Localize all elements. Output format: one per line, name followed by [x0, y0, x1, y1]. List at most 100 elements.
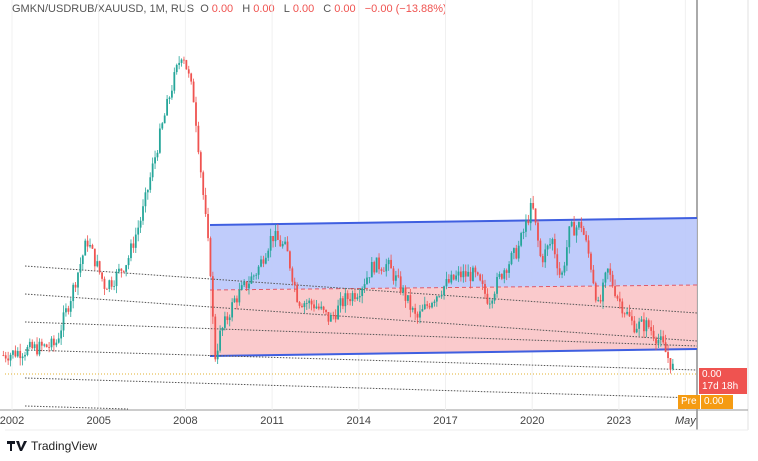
candle-body: [178, 62, 181, 65]
trend-dotted-line: [24, 405, 129, 410]
candle-body: [127, 258, 130, 266]
candle-body: [89, 245, 91, 247]
trend-dotted-line: [24, 321, 698, 347]
candle-body: [633, 320, 636, 333]
low-value: 0.00: [292, 3, 315, 15]
candle-body: [38, 341, 41, 355]
candle-body: [281, 243, 284, 247]
candle-body: [45, 344, 48, 348]
candle-body: [358, 296, 361, 298]
candle-body: [197, 125, 200, 153]
candle-body: [537, 222, 539, 241]
candle-body: [289, 251, 291, 269]
candle-body: [592, 269, 595, 284]
candle-body: [118, 268, 120, 272]
candle-body: [421, 309, 424, 312]
candle-body: [496, 276, 498, 294]
candle-body: [664, 342, 667, 353]
candle-body: [216, 350, 219, 360]
candle-body: [199, 152, 202, 173]
candle-body: [274, 231, 277, 242]
candle-body: [310, 300, 313, 305]
candle-body: [334, 315, 337, 320]
candle-body: [33, 344, 36, 349]
candle-body: [204, 194, 207, 214]
candle-body: [125, 265, 128, 272]
candle-body: [60, 330, 63, 339]
candle-body: [366, 277, 368, 285]
candle-body: [438, 296, 441, 298]
candle-body: [426, 304, 429, 306]
candle-body: [24, 354, 26, 357]
candle-body: [351, 293, 354, 302]
candle-body: [407, 295, 409, 301]
candle-body: [28, 341, 31, 348]
candle-body: [243, 281, 246, 286]
candle-body: [130, 243, 132, 259]
candle-body: [173, 72, 176, 91]
candle-body: [447, 279, 450, 283]
candle-body: [500, 274, 503, 279]
candle-body: [563, 265, 566, 273]
candle-body: [151, 163, 154, 178]
candle-body: [411, 307, 414, 310]
candle-body: [667, 352, 669, 359]
candle-body: [380, 269, 383, 271]
candle-body: [36, 344, 38, 355]
candle-body: [105, 288, 108, 290]
candle-body: [7, 358, 10, 361]
candle-body: [342, 298, 344, 307]
candle-body: [77, 272, 79, 288]
candle-body: [180, 59, 183, 63]
candle-body: [296, 284, 299, 303]
candle-body: [652, 330, 655, 339]
candle-body: [175, 64, 178, 73]
candle-body: [626, 311, 628, 314]
change-value: −0.00 (−13.88%): [364, 3, 447, 15]
candle-body: [585, 234, 588, 241]
last-price-tag: 0.00 17d 18h: [699, 368, 747, 394]
candle-body: [267, 250, 270, 258]
candle-body: [233, 298, 236, 303]
candle-body: [86, 240, 89, 247]
time-axis-tick: 2011: [260, 415, 284, 427]
candle-body: [623, 313, 626, 315]
candle-body: [322, 306, 325, 310]
candle-body: [325, 309, 327, 312]
candle-body: [245, 281, 248, 289]
candle-body: [561, 272, 563, 275]
candle-body: [464, 271, 467, 277]
candle-body: [532, 203, 535, 209]
candle-body: [272, 235, 274, 242]
candle-body: [149, 177, 152, 190]
candle-body: [219, 330, 221, 351]
candle-body: [382, 270, 385, 272]
candle-body: [67, 308, 70, 312]
candle-body: [349, 299, 352, 302]
candle-body: [132, 243, 135, 248]
candle-body: [55, 342, 58, 346]
candle-body: [549, 244, 551, 246]
candle-body: [375, 257, 378, 273]
candle-body: [467, 271, 470, 277]
candle-body: [445, 279, 448, 287]
candle-body: [662, 336, 665, 343]
candle-body: [628, 311, 631, 317]
candle-body: [65, 308, 67, 313]
candle-body: [433, 301, 436, 303]
candle-body: [534, 208, 537, 223]
candle-body: [154, 157, 156, 164]
candle-body: [370, 262, 373, 278]
tradingview-logo[interactable]: TradingView: [7, 439, 97, 453]
candle-body: [291, 268, 294, 282]
candle-body: [279, 239, 282, 247]
candle-body: [57, 338, 60, 343]
candle-body: [144, 192, 147, 207]
candle-body: [582, 228, 585, 235]
candle-body: [226, 316, 229, 321]
candle-body: [390, 259, 392, 269]
candle-body: [91, 245, 94, 249]
candle-body: [183, 59, 185, 61]
candle-body: [394, 275, 397, 281]
